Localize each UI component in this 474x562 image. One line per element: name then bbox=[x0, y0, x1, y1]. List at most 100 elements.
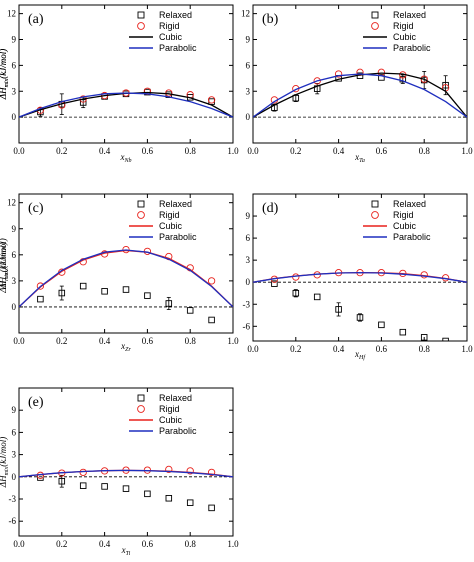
data-point-rigid bbox=[420, 75, 428, 83]
legend-swatch-relaxed bbox=[137, 200, 145, 208]
series-line-parabolic bbox=[253, 73, 467, 118]
y-axis-label-main: ΔH bbox=[0, 280, 8, 293]
plot-area bbox=[19, 245, 233, 324]
legend-label: Parabolic bbox=[159, 43, 197, 53]
y-tick-label: 0 bbox=[12, 472, 17, 482]
x-tick-label: 0.0 bbox=[13, 146, 25, 156]
panel-label: (c) bbox=[28, 201, 44, 216]
panel-a: 0.0 0.2 0.4 0.6 0.8 1.0 0 3 6 9 12 xNb ΔHmix(kJ/mol)… bbox=[0, 4, 239, 164]
x-tick-label: 0.2 bbox=[56, 336, 67, 346]
x-tick-label: 1.0 bbox=[227, 336, 239, 346]
series-line-parabolic bbox=[19, 92, 233, 118]
y-axis-label-main: ΔH bbox=[0, 87, 8, 100]
x-axis-label-sub: Ti bbox=[126, 551, 131, 557]
data-point-relaxed bbox=[271, 280, 278, 287]
panel-d: 0.0 0.2 0.4 0.6 0.8 1.0-6-30369xHfΔHmix(kJ/mo… bbox=[0, 193, 473, 361]
x-tick-label: 0.0 bbox=[13, 336, 25, 346]
x-tick-label: 0.8 bbox=[419, 344, 431, 354]
y-tick-label: 3 bbox=[12, 450, 17, 460]
legend-label: Parabolic bbox=[159, 232, 197, 242]
y-tick-label: 0 bbox=[246, 277, 251, 287]
y-tick-label: -3 bbox=[9, 494, 17, 504]
y-tick-label: 9 bbox=[12, 224, 17, 234]
legend-swatch-relaxed bbox=[371, 11, 379, 19]
data-point-relaxed bbox=[79, 482, 87, 489]
data-point-relaxed bbox=[101, 483, 108, 490]
y-axis-label-main: ΔH bbox=[0, 276, 8, 289]
data-point-relaxed bbox=[399, 328, 407, 336]
panel-c: 0.0 0.2 0.4 0.6 0.8 1.0036912xZrΔHmix(kJ/mol)… bbox=[0, 193, 239, 353]
data-point-rigid bbox=[186, 467, 194, 475]
legend-label: Cubic bbox=[159, 415, 183, 425]
y-tick-label: 9 bbox=[246, 211, 251, 221]
legend-label: Cubic bbox=[159, 221, 183, 231]
x-axis-label: xHf bbox=[354, 349, 366, 361]
x-tick-label: 0.4 bbox=[333, 146, 345, 156]
x-tick-label: 0.6 bbox=[376, 146, 388, 156]
panel-label: (e) bbox=[28, 395, 44, 410]
x-axis-label-main: x bbox=[121, 545, 126, 555]
data-point-relaxed bbox=[144, 292, 151, 299]
legend-label: Rigid bbox=[393, 210, 414, 220]
x-axis-label-sub: Nb bbox=[123, 158, 131, 164]
y-tick-label: 6 bbox=[12, 250, 17, 260]
x-tick-label: 0.8 bbox=[185, 539, 197, 549]
y-tick-label: 6 bbox=[246, 60, 251, 70]
y-axis-label-unit: (kJ/mol) bbox=[0, 238, 8, 268]
data-point-rigid bbox=[122, 245, 130, 254]
legend-label: Relaxed bbox=[159, 10, 192, 20]
x-tick-label: 1.0 bbox=[461, 146, 473, 156]
data-point-relaxed bbox=[335, 306, 342, 313]
y-tick-label: 6 bbox=[12, 60, 17, 70]
data-point-relaxed bbox=[101, 288, 108, 295]
y-axis-label: ΔHmix(kJ/mol) bbox=[0, 437, 10, 488]
y-tick-label: 9 bbox=[246, 35, 251, 45]
data-point-relaxed bbox=[58, 289, 66, 297]
legend-label: Rigid bbox=[159, 21, 180, 31]
plot-area bbox=[253, 268, 467, 341]
x-tick-label: 0.6 bbox=[376, 344, 388, 354]
data-point-relaxed bbox=[58, 477, 66, 485]
x-axis-label: xNb bbox=[119, 152, 131, 164]
x-tick-label: 0.2 bbox=[290, 344, 301, 354]
data-point-rigid bbox=[207, 277, 216, 285]
y-axis-label-main: ΔH bbox=[0, 87, 8, 100]
y-tick-label: 3 bbox=[12, 86, 17, 96]
legend-swatch-rigid bbox=[137, 22, 145, 30]
y-tick-label: 0 bbox=[12, 302, 17, 312]
y-tick-label: 9 bbox=[12, 405, 17, 415]
x-tick-label: 0.4 bbox=[99, 336, 111, 346]
y-tick-label: 3 bbox=[246, 255, 251, 265]
panel-label: (a) bbox=[28, 12, 44, 27]
y-axis-label-unit: (kJ/mol) bbox=[0, 49, 8, 79]
y-axis-label-unit: (kJ/mol) bbox=[0, 242, 8, 272]
x-tick-label: 0.2 bbox=[56, 539, 67, 549]
y-axis-label-sub: mix bbox=[4, 78, 10, 87]
x-tick-label: 0.8 bbox=[185, 336, 197, 346]
x-tick-label: 0.6 bbox=[142, 146, 154, 156]
y-axis-label-unit: (kJ/mol) bbox=[0, 49, 8, 79]
legend-label: Rigid bbox=[393, 21, 414, 31]
y-tick-label: 12 bbox=[7, 198, 16, 208]
y-tick-label: 0 bbox=[12, 112, 17, 122]
legend-swatch-rigid bbox=[137, 211, 145, 219]
data-point-relaxed bbox=[399, 75, 407, 83]
y-axis-label: ΔHmix(kJ/mol) bbox=[0, 49, 10, 100]
series-line-parabolic bbox=[253, 271, 467, 283]
data-point-relaxed bbox=[144, 490, 151, 498]
legend-swatch-relaxed bbox=[137, 394, 145, 402]
legend-label: Relaxed bbox=[393, 10, 426, 20]
y-axis-label: ΔHmix(kJ/mol) bbox=[0, 238, 10, 289]
y-tick-label: 12 bbox=[7, 9, 16, 19]
data-point-rigid bbox=[36, 282, 45, 290]
x-axis-label-main: x bbox=[354, 152, 359, 162]
x-tick-label: 0.0 bbox=[13, 539, 25, 549]
y-axis-label-sub: mix bbox=[4, 272, 10, 281]
legend-label: Rigid bbox=[159, 404, 180, 414]
x-tick-label: 0.8 bbox=[419, 146, 431, 156]
data-point-rigid bbox=[165, 89, 173, 97]
x-axis-label: xTa bbox=[354, 152, 365, 164]
